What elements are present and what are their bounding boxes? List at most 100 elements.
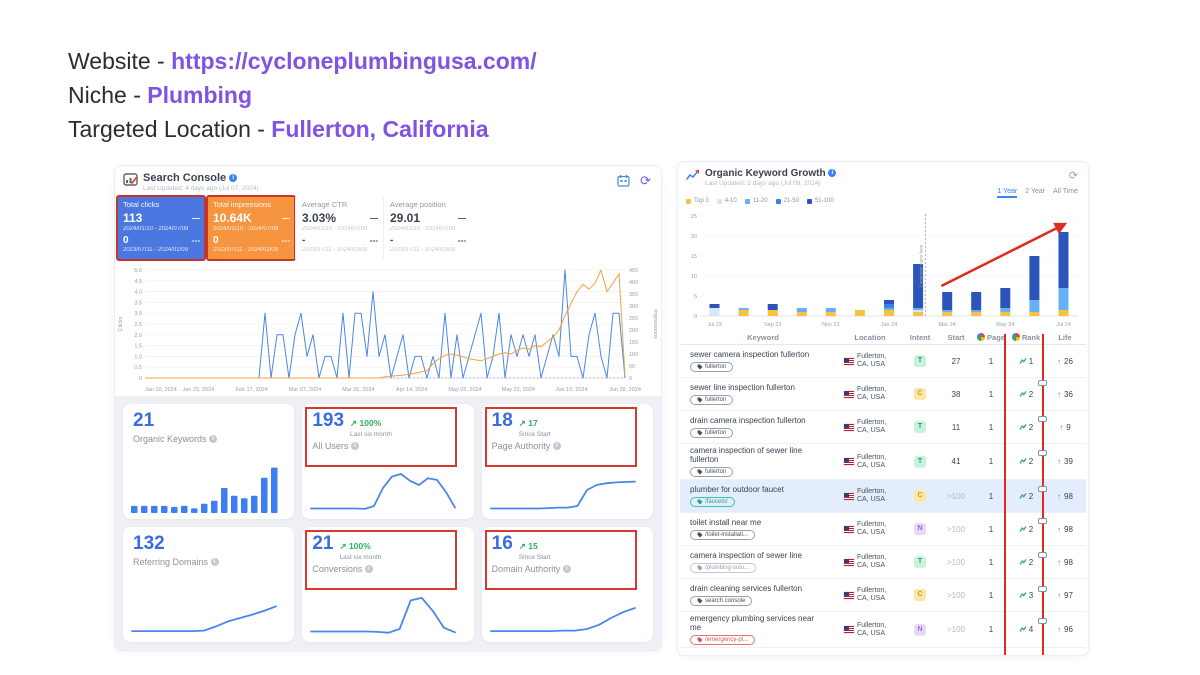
svg-text:1.0: 1.0: [134, 354, 142, 360]
keyword-cell: emergency plumbing services near me/emer…: [690, 614, 815, 645]
annotation-handle[interactable]: [1038, 552, 1047, 558]
solid-line-icon: —: [458, 213, 466, 223]
intent-badge: T: [914, 556, 926, 568]
solid-line-icon: —: [370, 213, 378, 223]
info-icon[interactable]: i: [828, 169, 837, 177]
keyword-tag[interactable]: /faucets/: [690, 497, 735, 507]
start-cell: >100: [946, 557, 966, 567]
annotation-handle[interactable]: [1038, 518, 1047, 524]
legend-item: 21-50: [775, 198, 799, 204]
stat-card-referring-domains[interactable]: 132 Referring Domains i: [123, 527, 295, 642]
info-icon[interactable]: i: [562, 565, 571, 573]
rank-cell: 1: [1008, 355, 1044, 368]
annotation-handle[interactable]: [1038, 380, 1047, 386]
metric-value: 29.01—: [390, 211, 466, 225]
trend-icon: [1019, 626, 1027, 632]
range-tab-all-time[interactable]: All Time: [1053, 188, 1078, 195]
metric-card-0[interactable]: Total clicks 113—2024/01/10 - 2024/07/09 0…: [116, 195, 206, 261]
metric-card-1[interactable]: Total impressions 10.64K —2024/01/10 - 202…: [206, 195, 296, 261]
annotation-handle[interactable]: [1038, 450, 1047, 456]
svg-text:0: 0: [694, 314, 697, 320]
column-header-intent[interactable]: Intent: [909, 332, 931, 342]
keyword-tag[interactable]: /emergency-pl...: [690, 635, 756, 645]
refresh-icon[interactable]: ⟳: [1068, 170, 1078, 182]
legend-item: 4-10: [716, 198, 737, 204]
table-row[interactable]: plumber for outdoor faucet/faucets/Fulle…: [680, 480, 1086, 513]
column-header-start[interactable]: Start: [947, 332, 965, 342]
keyword-cell: camera inspection of sewer line fullerto…: [690, 446, 803, 477]
table-row[interactable]: drain camera inspection fullerton fullert…: [680, 411, 1086, 444]
keyword-tag[interactable]: fullerton: [690, 428, 734, 438]
metric-label: Total clicks: [123, 200, 160, 209]
stat-mini-chart: [489, 480, 636, 510]
svg-text:Feb 17, 2024: Feb 17, 2024: [235, 387, 267, 393]
refresh-icon[interactable]: ⟳: [640, 173, 651, 188]
table-row[interactable]: camera inspection of sewer line fullerto…: [680, 444, 1086, 480]
stat-value: 21: [312, 533, 334, 554]
svg-text:3.0: 3.0: [134, 311, 142, 317]
metric-prev-period: 2023/07/11 - 2024/01/09: [213, 247, 278, 253]
table-row[interactable]: sewer line inspection fullerton fullerton…: [680, 378, 1086, 411]
page-cell: 1: [988, 590, 994, 600]
info-icon[interactable]: i: [209, 435, 218, 443]
annotation-handle[interactable]: [1038, 618, 1047, 624]
annotation-handle[interactable]: [1038, 586, 1047, 592]
table-row[interactable]: toilet install near me/toilet-installati…: [680, 513, 1086, 546]
svg-text:5.0: 5.0: [134, 268, 142, 274]
svg-text:Apr 14, 2024: Apr 14, 2024: [396, 387, 428, 393]
page-cell: 1: [988, 524, 994, 534]
column-header-page[interactable]: Page: [974, 331, 1008, 344]
start-cell: 38: [951, 389, 961, 399]
stat-mini-chart: [310, 596, 457, 634]
website-link[interactable]: https://cycloneplumbingusa.com/: [171, 48, 537, 74]
info-icon[interactable]: i: [364, 565, 373, 573]
table-row[interactable]: drain cleaning services fullerton search …: [680, 579, 1086, 612]
svg-text:Jun 10, 2024: Jun 10, 2024: [556, 387, 588, 393]
search-console-last-updated: Last Updated: 4 days ago (Jul 07, 2024): [143, 185, 259, 192]
range-tab-2-year[interactable]: 2 Year: [1025, 188, 1046, 195]
rank-cell: 2: [1008, 556, 1044, 569]
range-tab-1-year[interactable]: 1 Year: [997, 188, 1018, 198]
annotation-handle[interactable]: [1038, 416, 1047, 422]
metric-label: Total impressions: [213, 200, 271, 209]
stat-card-organic-keywords[interactable]: 21 Organic Keywords i: [123, 404, 295, 519]
svg-text:0.5: 0.5: [134, 365, 142, 371]
keyword-tag[interactable]: fullerton: [690, 395, 734, 405]
calendar-icon[interactable]: [617, 174, 630, 187]
svg-text:May 24: May 24: [996, 322, 1014, 328]
tag-icon: [697, 532, 703, 538]
column-header-location[interactable]: Location: [854, 332, 886, 342]
intent-badge: N: [914, 523, 926, 535]
info-icon[interactable]: i: [552, 442, 561, 450]
table-row[interactable]: sewer camera inspection fullerton fullert…: [680, 345, 1086, 378]
keyword-tag[interactable]: /plumbing-solu...: [690, 563, 757, 573]
info-icon[interactable]: i: [229, 174, 238, 182]
table-row[interactable]: emergency plumbing services near me/emer…: [680, 612, 1086, 648]
stat-card-domain-authority[interactable]: 16 ↗ 15 Since Start Domain Authority i: [481, 527, 653, 642]
dashed-line-icon: - - -: [281, 236, 291, 245]
keyword-tag[interactable]: search console: [690, 596, 753, 606]
keyword-tag[interactable]: fullerton: [690, 362, 734, 372]
info-icon[interactable]: i: [350, 442, 359, 450]
svg-text:May 22, 2024: May 22, 2024: [502, 387, 535, 393]
niche-value: Plumbing: [147, 82, 253, 108]
metric-card-3[interactable]: Average position 29.01—2024/01/10 - 2024/…: [383, 196, 471, 260]
metric-prev-value: 0- - -: [123, 235, 200, 246]
annotation-handle[interactable]: [1038, 486, 1047, 492]
rank-cell: 2: [1008, 421, 1044, 434]
keyword-table: Keyword Location Intent Start Page Rank Life se…: [680, 330, 1086, 648]
keyword-tag[interactable]: fullerton: [690, 467, 734, 477]
metric-card-2[interactable]: Average CTR 3.03% —2024/01/10 - 2024/07/09…: [295, 196, 383, 260]
stat-card-page-authority[interactable]: 18 ↗ 17 Since Start Page Authority i: [481, 404, 653, 519]
column-header-rank[interactable]: Rank: [1008, 331, 1044, 344]
location-cell: Fullerton, CA, USA: [838, 351, 902, 371]
info-icon[interactable]: i: [210, 558, 219, 566]
keyword-tag[interactable]: /toilet-installati...: [690, 530, 756, 540]
stat-card-all-users[interactable]: 193 ↗ 100% Last six month All Users i: [302, 404, 474, 519]
stat-card-conversions[interactable]: 21 ↗ 100% Last six month Conversions i: [302, 527, 474, 642]
column-header-life[interactable]: Life: [1058, 332, 1072, 342]
table-row[interactable]: camera inspection of sewer line/plumbing…: [680, 546, 1086, 579]
start-cell: 41: [951, 457, 961, 466]
us-flag-icon: [844, 357, 854, 365]
column-header-keyword[interactable]: Keyword: [747, 332, 779, 342]
